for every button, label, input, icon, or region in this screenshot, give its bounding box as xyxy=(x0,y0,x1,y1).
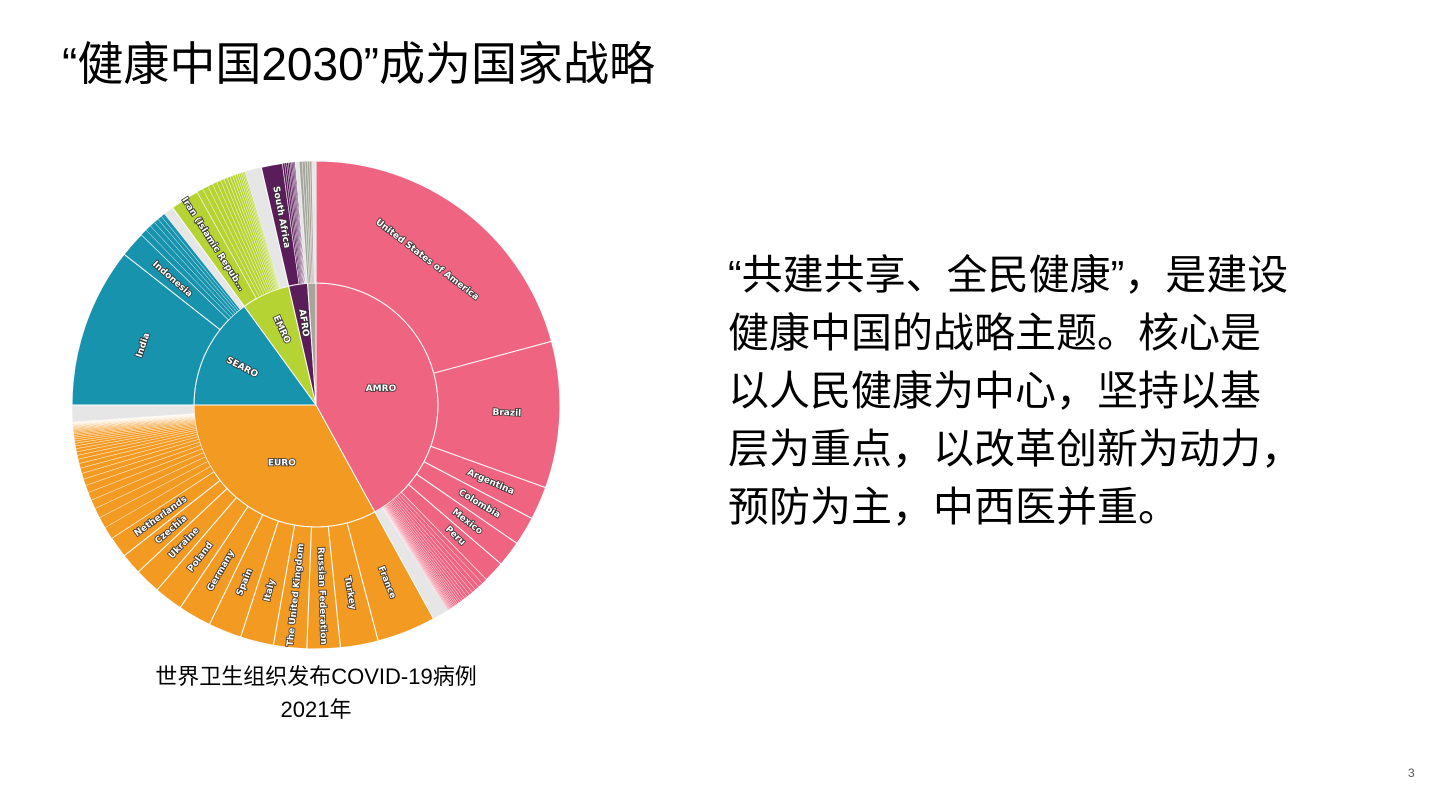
segment-label: Brazil xyxy=(492,408,521,419)
segment-label: EURO xyxy=(268,458,296,468)
caption-line-1: 世界卫生组织发布COVID-19病例 xyxy=(155,664,477,689)
covid-cases-sunburst-chart: United States of AmericaBrazilArgentinaC… xyxy=(71,160,561,650)
body-line: 预防为主，中西医并重。 xyxy=(728,484,1179,530)
chart-caption: 世界卫生组织发布COVID-19病例 2021年 xyxy=(66,660,566,726)
page-number: 3 xyxy=(1408,766,1415,780)
body-line: 以人民健康为中心，坚持以基 xyxy=(728,368,1261,414)
minor-country-sector xyxy=(311,160,317,284)
slide-title: “健康中国2030”成为国家战略 xyxy=(62,38,655,90)
segment-label: Russian Federation xyxy=(315,547,328,645)
segment-label: AMRO xyxy=(366,384,397,394)
country-sector xyxy=(315,160,553,374)
segment-label: AFRO xyxy=(296,309,310,338)
body-line: 层为重点，以改革创新为动力， xyxy=(728,426,1302,472)
body-line: “共建共享、全民健康”，是建设 xyxy=(728,252,1289,298)
body-text: “共建共享、全民健康”，是建设 健康中国的战略主题。核心是 以人民健康为中心，坚… xyxy=(728,246,1302,536)
caption-line-2: 2021年 xyxy=(280,697,352,722)
body-line: 健康中国的战略主题。核心是 xyxy=(728,310,1261,356)
